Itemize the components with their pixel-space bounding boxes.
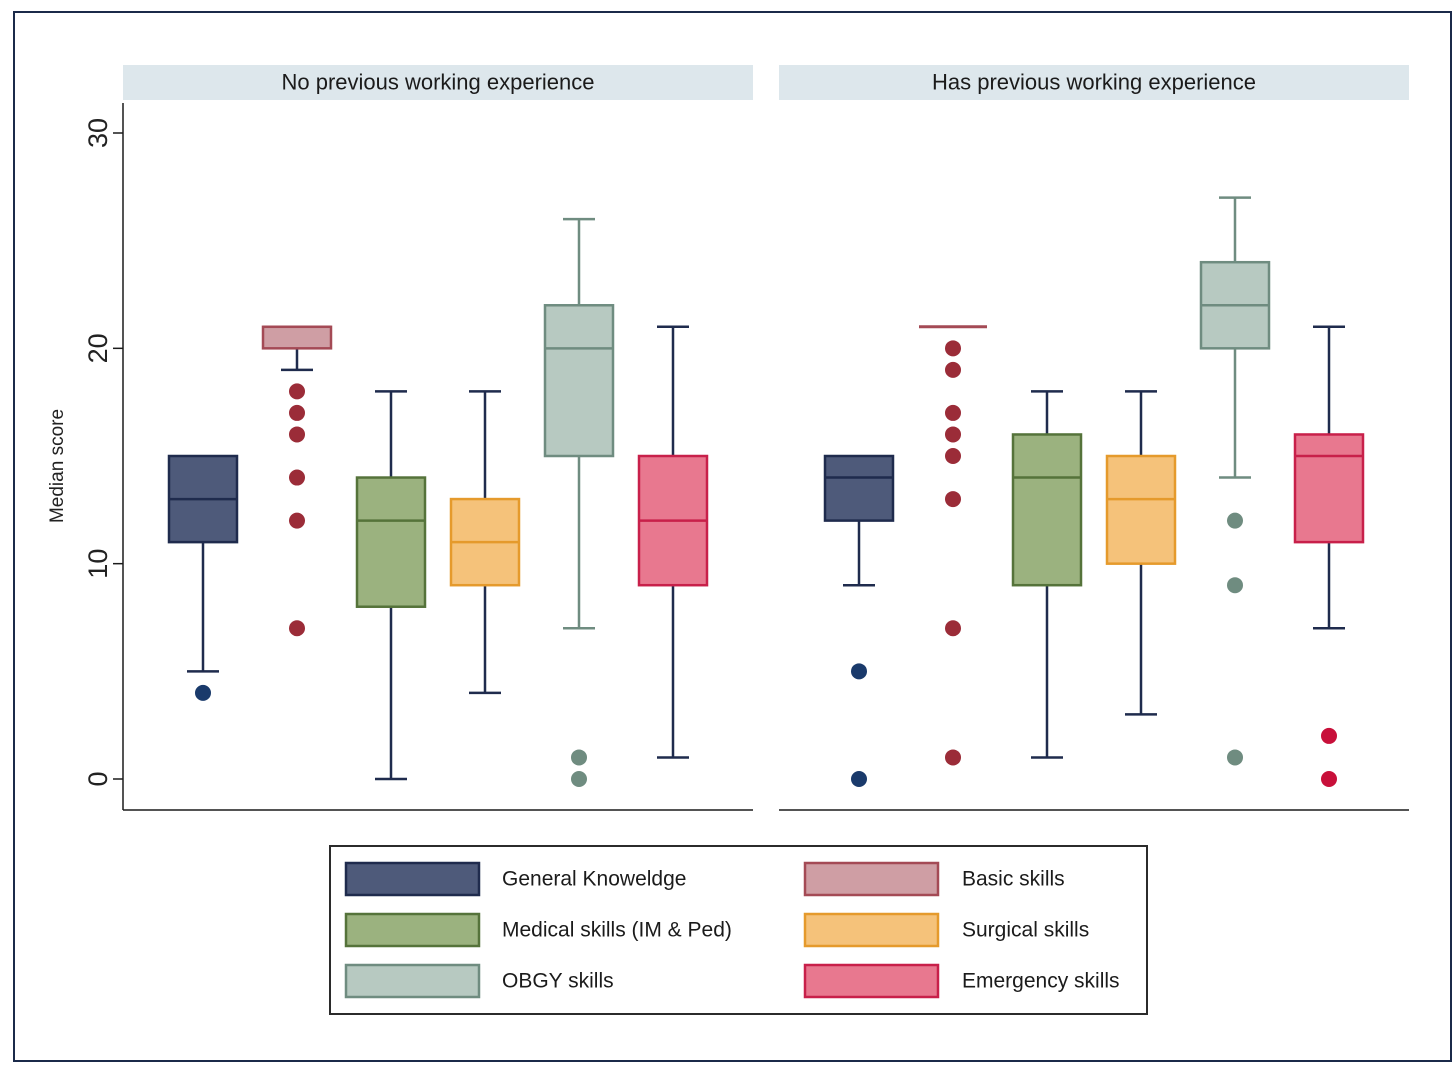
panel-title: No previous working experience bbox=[281, 69, 594, 94]
panel-title: Has previous working experience bbox=[932, 69, 1256, 94]
outlier-point bbox=[1227, 749, 1243, 766]
outlier-point bbox=[945, 361, 961, 378]
box bbox=[1011, 433, 1083, 587]
outlier-point bbox=[1321, 771, 1337, 787]
outlier-point bbox=[289, 512, 305, 529]
outlier-point bbox=[1321, 727, 1337, 744]
outlier-point bbox=[571, 749, 587, 766]
outlier-point bbox=[945, 340, 961, 357]
legend-swatch bbox=[803, 861, 940, 897]
outlier-point bbox=[851, 771, 867, 787]
box bbox=[355, 476, 427, 608]
box bbox=[823, 454, 895, 522]
outlier-point bbox=[571, 771, 587, 787]
outlier-point bbox=[289, 383, 305, 400]
outlier-point bbox=[945, 491, 961, 508]
outlier-point bbox=[945, 620, 961, 637]
outlier-point bbox=[289, 426, 305, 443]
outlier-point bbox=[945, 448, 961, 464]
box bbox=[543, 304, 615, 458]
outlier-point bbox=[289, 469, 305, 486]
y-tick-label: 20 bbox=[83, 333, 113, 363]
legend-swatch bbox=[803, 963, 940, 999]
y-tick-label: 0 bbox=[83, 771, 113, 786]
legend-label: Emergency skills bbox=[962, 970, 1120, 993]
y-tick-label: 10 bbox=[83, 549, 113, 579]
box bbox=[1293, 433, 1365, 544]
box bbox=[1105, 454, 1177, 565]
legend-label: OBGY skills bbox=[502, 970, 614, 993]
outlier-point bbox=[1227, 577, 1243, 594]
panel-header bbox=[123, 65, 753, 100]
outlier-point bbox=[1227, 512, 1243, 529]
y-tick-label: 30 bbox=[83, 118, 113, 148]
outlier-point bbox=[945, 426, 961, 443]
legend-swatch bbox=[344, 912, 481, 948]
outlier-point bbox=[195, 684, 211, 701]
panel-header bbox=[779, 65, 1409, 100]
outlier-point bbox=[289, 404, 305, 421]
outlier-point bbox=[289, 620, 305, 637]
y-axis-label: Median score bbox=[47, 409, 68, 523]
legend-label: Surgical skills bbox=[962, 919, 1089, 942]
outlier-point bbox=[945, 749, 961, 766]
legend-label: Basic skills bbox=[962, 868, 1065, 891]
outlier-point bbox=[851, 663, 867, 680]
legend-label: General Knoweldge bbox=[502, 868, 686, 891]
box bbox=[261, 325, 333, 350]
legend-label: Medical skills (IM & Ped) bbox=[502, 919, 732, 942]
legend-swatch bbox=[803, 912, 940, 948]
legend-swatch bbox=[344, 963, 481, 999]
outlier-point bbox=[945, 404, 961, 421]
legend-swatch bbox=[344, 861, 481, 897]
